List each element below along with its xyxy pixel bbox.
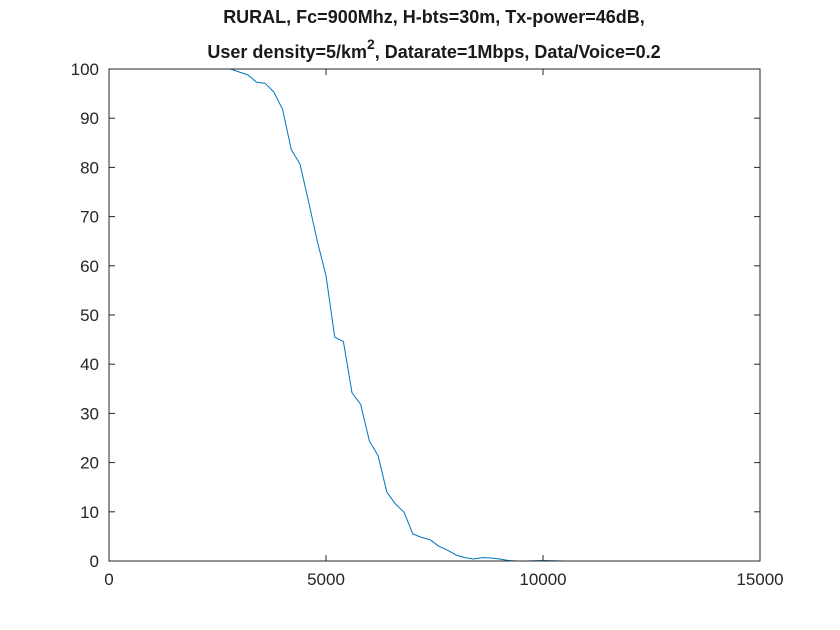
plot-frame	[108, 68, 761, 562]
axis-tick-labels: 0 5000 10000 15000 0 10 20 30 40 50 60 70 80 90 100	[71, 60, 784, 589]
y-tick-label: 10	[80, 503, 99, 522]
chart-title-line-2: User density=5/km2, Datarate=1Mbps, Data…	[207, 36, 660, 62]
y-tick-label: 20	[80, 454, 99, 473]
plot-area	[109, 69, 760, 561]
y-tick-label: 50	[80, 306, 99, 325]
title-line-2-rest: , Datarate=1Mbps, Data/Voice=0.2	[375, 42, 661, 62]
x-tick-label: 10000	[519, 570, 566, 589]
chart-title-line-1: RURAL, Fc=900Mhz, H-bts=30m, Tx-power=46…	[223, 7, 645, 27]
y-tick-label: 60	[80, 257, 99, 276]
y-tick-label: 30	[80, 404, 99, 423]
y-tick-label: 80	[80, 158, 99, 177]
title-superscript: 2	[367, 36, 375, 52]
y-tick-label: 40	[80, 355, 99, 374]
y-tick-label: 100	[71, 60, 99, 79]
x-tick-label: 5000	[307, 570, 345, 589]
y-tick-label: 90	[80, 109, 99, 128]
y-tick-label: 70	[80, 208, 99, 227]
x-tick-label: 15000	[736, 570, 783, 589]
x-tick-label: 0	[104, 570, 113, 589]
y-tick-label: 0	[90, 552, 99, 571]
title-line-2-text: User density=5/km	[207, 42, 367, 62]
